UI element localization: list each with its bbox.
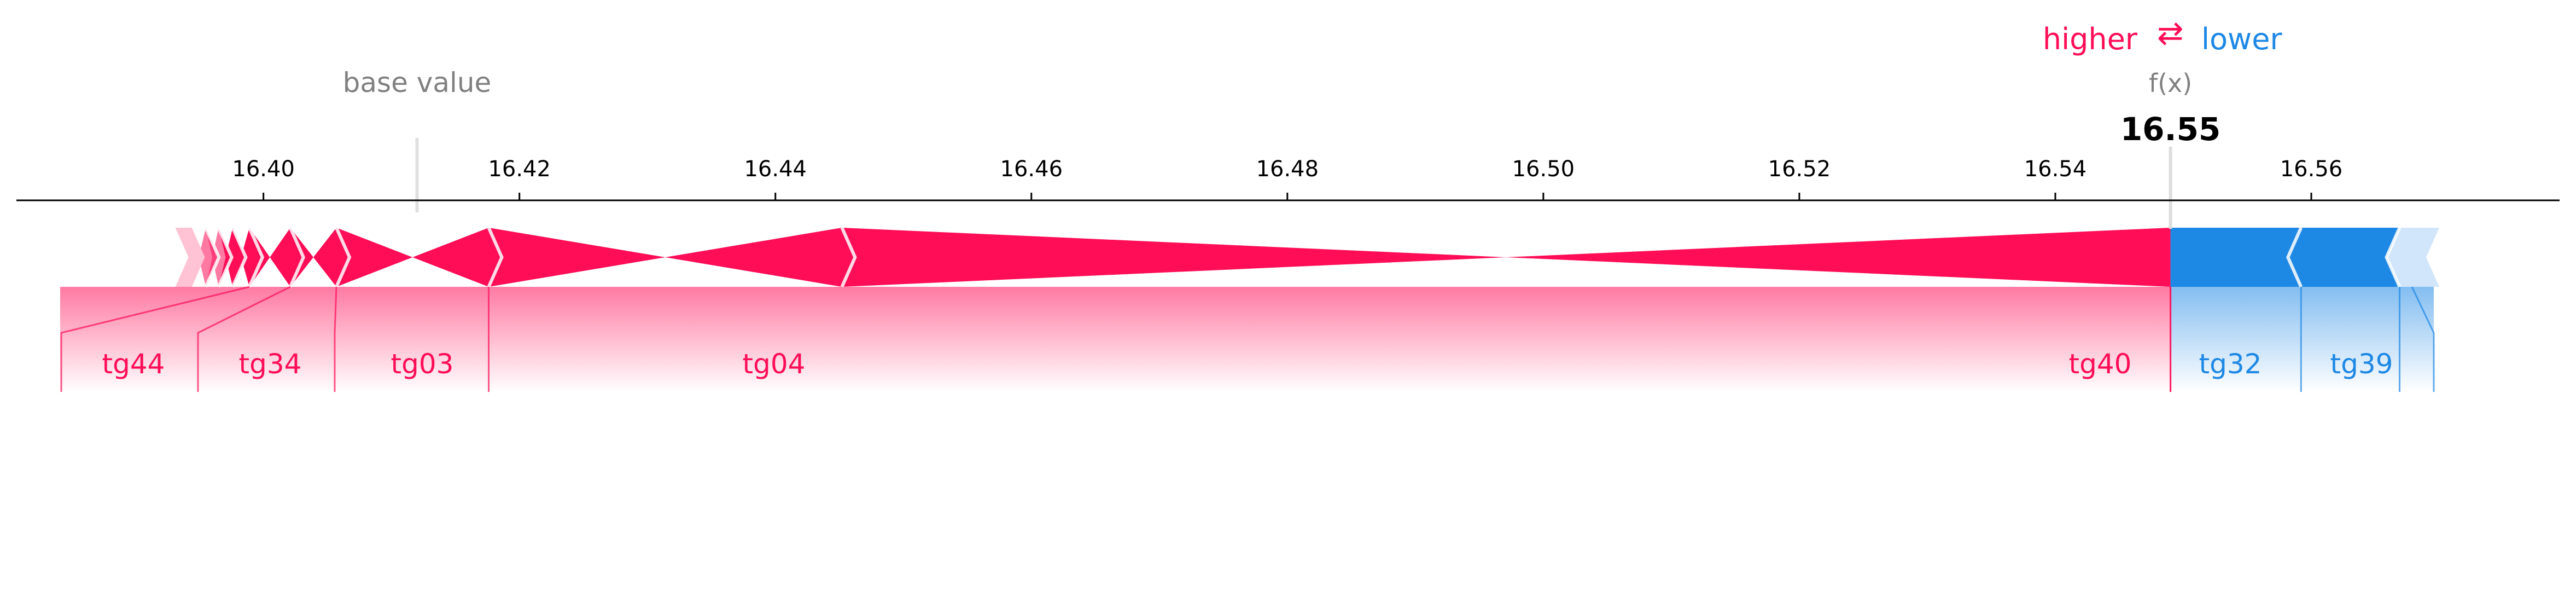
x-tick-label: 16.56 — [2280, 157, 2343, 182]
x-tick-label: 16.48 — [1256, 157, 1319, 182]
feature-label-tg04: tg04 — [743, 348, 806, 380]
force-bars — [175, 227, 2440, 288]
positive-force-segment — [249, 228, 304, 287]
legend-lower-label: lower — [2201, 22, 2282, 56]
segment-divider — [289, 227, 306, 288]
x-tick-label: 16.46 — [1000, 157, 1063, 182]
segment-divider — [335, 227, 352, 288]
feature-label-tg03: tg03 — [391, 348, 454, 380]
legend-higher-label: higher — [2043, 22, 2138, 56]
feature-connector — [60, 286, 250, 392]
segment-divider — [217, 227, 234, 288]
base-value-label: base value — [343, 67, 492, 99]
legend-arrows-icon: ⇄ — [2157, 14, 2184, 51]
feature-label-tg44: tg44 — [102, 348, 165, 380]
fx-label: f(x) — [2149, 68, 2192, 98]
negative-force-segment — [2170, 228, 2301, 287]
x-tick-label: 16.44 — [744, 157, 807, 182]
feature-connectors: tg40 tg04 tg03 tg34 tg44 tg32 tg39 — [60, 286, 2435, 392]
segment-divider — [2385, 227, 2402, 288]
feature-connector — [334, 286, 337, 392]
positive-force-tail — [175, 228, 205, 287]
x-tick-label: 16.50 — [1512, 157, 1575, 182]
x-tick-label: 16.42 — [488, 157, 551, 182]
segment-divider — [487, 227, 504, 288]
x-tick-label: 16.40 — [232, 157, 295, 182]
output-value: 16.55 — [2120, 111, 2221, 148]
segment-divider — [248, 227, 265, 288]
feature-label-tg40: tg40 — [2069, 348, 2132, 380]
segment-divider — [2286, 227, 2303, 288]
negative-shade — [2170, 287, 2434, 392]
negative-force-segment — [2386, 228, 2440, 287]
feature-connector — [197, 286, 291, 392]
feature-connector — [2411, 286, 2435, 392]
segment-divider — [204, 227, 221, 288]
x-tick-label: 16.52 — [1768, 157, 1831, 182]
negative-force-segment — [2288, 228, 2400, 287]
feature-label-tg39: tg39 — [2330, 348, 2393, 380]
feature-label-tg32: tg32 — [2199, 348, 2262, 380]
segment-divider — [840, 227, 857, 288]
segment-divider — [231, 227, 248, 288]
contribution-shading — [60, 287, 2434, 392]
legend: higher ⇄ lower — [2043, 14, 2283, 56]
positive-force-segment — [290, 228, 350, 287]
positive-force-segment — [842, 228, 2171, 287]
x-tick-label: 16.54 — [2024, 157, 2087, 182]
positive-shade — [60, 287, 2171, 392]
positive-force-segment — [488, 228, 855, 287]
positive-force-segment — [336, 228, 502, 287]
x-axis: 16.40 16.42 16.44 16.46 16.48 16.50 16.52 16.54… — [16, 157, 2560, 201]
feature-label-tg34: tg34 — [239, 348, 302, 380]
